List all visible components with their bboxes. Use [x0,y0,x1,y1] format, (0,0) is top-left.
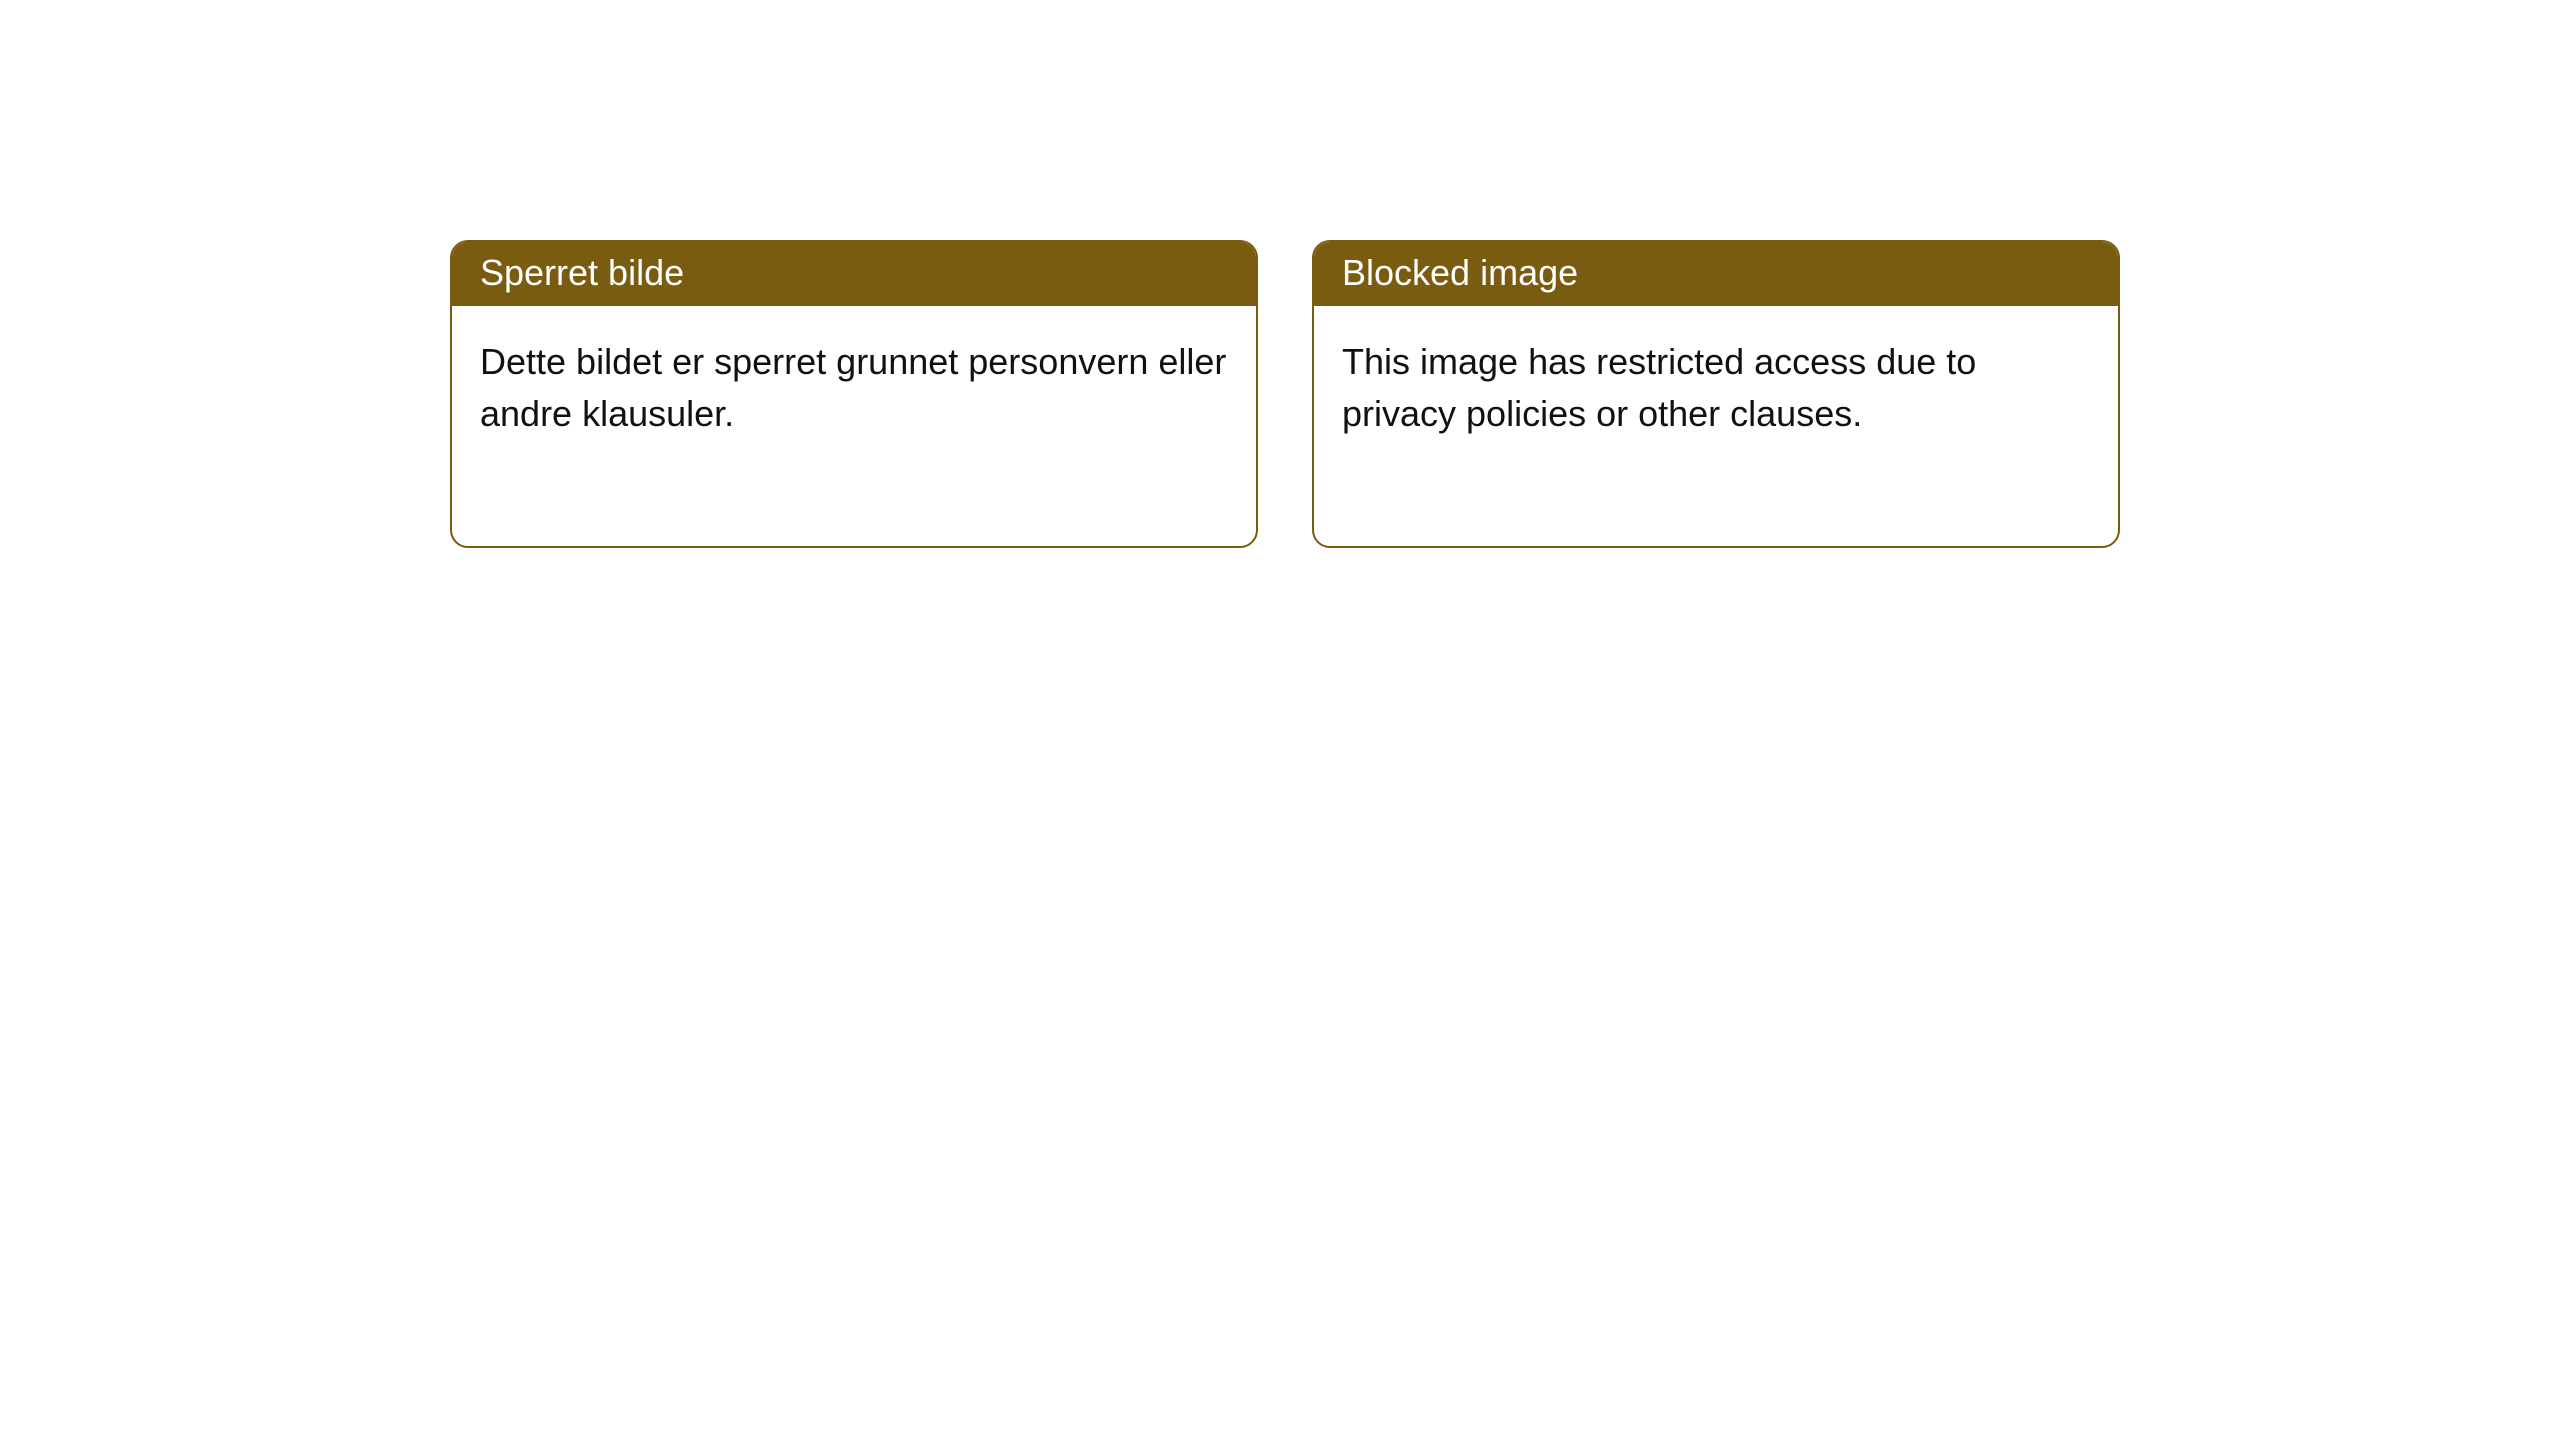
notice-container: Sperret bilde Dette bildet er sperret gr… [0,0,2560,548]
notice-card-en: Blocked image This image has restricted … [1312,240,2120,548]
notice-card-no: Sperret bilde Dette bildet er sperret gr… [450,240,1258,548]
notice-body-text-en: This image has restricted access due to … [1342,341,1976,434]
notice-title-no: Sperret bilde [480,252,684,293]
notice-body-no: Dette bildet er sperret grunnet personve… [452,306,1256,546]
notice-body-text-no: Dette bildet er sperret grunnet personve… [480,341,1226,434]
notice-title-en: Blocked image [1342,252,1578,293]
notice-header-no: Sperret bilde [452,242,1256,306]
notice-body-en: This image has restricted access due to … [1314,306,2118,546]
notice-header-en: Blocked image [1314,242,2118,306]
